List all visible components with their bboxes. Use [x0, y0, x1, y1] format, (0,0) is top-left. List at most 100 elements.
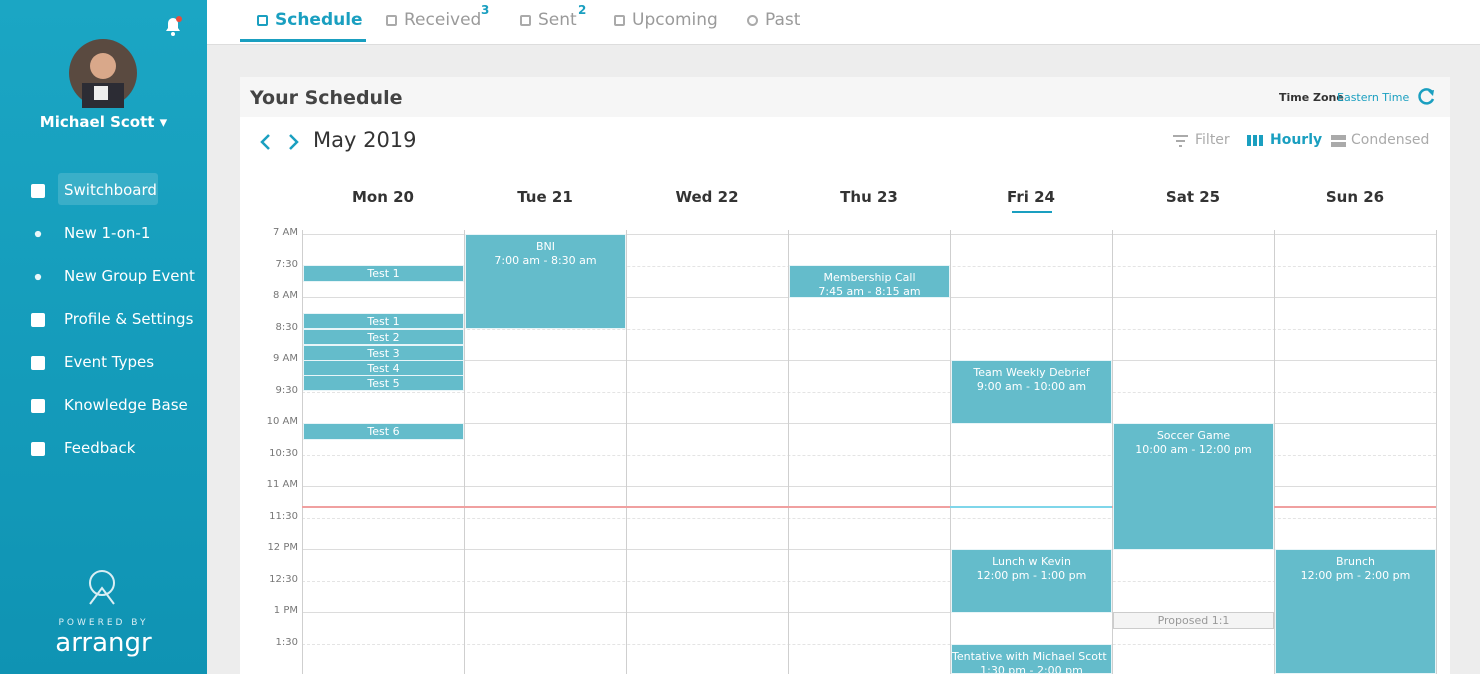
event[interactable]: Brunch 12:00 pm - 2:00 pm [1275, 549, 1436, 674]
time-label: 8 AM [272, 290, 298, 301]
hour-line [302, 612, 1436, 613]
event-title: Membership Call [823, 271, 916, 285]
day-header[interactable]: Tue 21 [517, 188, 573, 206]
event-title: Test 5 [367, 376, 400, 390]
event-title: Test 4 [367, 361, 400, 375]
event-title: Test 2 [367, 330, 400, 344]
hour-line [302, 234, 1436, 235]
event-time: 1:30 pm - 2:00 pm [980, 663, 1083, 674]
menu-item[interactable]: New Group Event [64, 267, 195, 285]
column-line [788, 230, 789, 674]
time-label: 11 AM [266, 479, 298, 490]
menu-item[interactable]: New 1-on-1 [64, 224, 151, 242]
event[interactable]: Test 2 [303, 328, 464, 345]
column-line [1274, 230, 1275, 674]
tab[interactable]: Received [404, 10, 482, 30]
time-label: 1 PM [273, 605, 298, 616]
today-underline [1012, 211, 1052, 213]
notification-bell[interactable] [162, 14, 184, 38]
column-line [1112, 230, 1113, 674]
event[interactable]: Team Weekly Debrief 9:00 am - 10:00 am [951, 360, 1112, 424]
tab-badge: 2 [578, 3, 587, 17]
tab[interactable]: Schedule [275, 10, 363, 30]
day-header[interactable]: Thu 23 [840, 188, 898, 206]
time-label: 1:30 [275, 636, 298, 648]
event[interactable]: Test 1 [303, 265, 464, 283]
user-menu[interactable]: Michael Scott ▾ [39, 113, 168, 131]
event-title: Tentative with Michael Scott (. [952, 649, 1112, 663]
menu-item[interactable]: Knowledge Base [64, 396, 188, 414]
tab[interactable]: Past [765, 10, 801, 30]
event[interactable]: Test 4 [303, 359, 464, 376]
event-time: 7:00 am - 8:30 am [494, 254, 597, 267]
brand-logo [89, 570, 115, 605]
menu-item[interactable]: Profile & Settings [64, 310, 194, 328]
hour-line [302, 486, 1436, 487]
tab[interactable]: Upcoming [632, 10, 718, 30]
refresh-button[interactable] [1415, 86, 1437, 108]
event-title: Test 6 [367, 425, 400, 438]
active-highlight [58, 173, 158, 205]
day-header[interactable]: Wed 22 [675, 188, 739, 206]
time-label: 9 AM [272, 353, 298, 364]
menu-icon [31, 313, 45, 327]
event[interactable]: Test 3 [303, 344, 464, 361]
time-label: 7:30 [275, 258, 298, 270]
month: May 2019 [313, 128, 417, 152]
timezone[interactable]: Eastern Time [1337, 91, 1410, 104]
filter-button[interactable]: Filter [1195, 132, 1230, 148]
event[interactable]: BNI 7:00 am - 8:30 am [465, 234, 626, 329]
day-header[interactable]: Sat 25 [1165, 188, 1221, 206]
tab-icon [386, 15, 397, 26]
column-line [464, 230, 465, 674]
event-title: Brunch [1335, 555, 1376, 568]
column-line [950, 230, 951, 674]
event[interactable]: Test 1 [303, 312, 464, 329]
event-title: Test 3 [367, 346, 400, 360]
menu-icon [34, 230, 42, 238]
event[interactable]: Test 5 [303, 374, 464, 391]
column-line [626, 230, 627, 674]
menu-item[interactable]: Event Types [64, 353, 155, 371]
event[interactable]: Tentative with Michael Scott (. 1:30 pm -… [951, 643, 1112, 674]
day-header[interactable]: Sun 26 [1325, 188, 1385, 206]
tab-underline [240, 39, 366, 42]
event-time: 10:00 am - 12:00 pm [1135, 443, 1252, 456]
column-line [302, 230, 303, 674]
menu-item[interactable]: Feedback [64, 439, 136, 457]
month-nav[interactable] [256, 132, 304, 152]
hourly-view[interactable]: Hourly [1270, 132, 1323, 148]
half-hour-line [302, 328, 1436, 330]
tab[interactable]: Sent [538, 10, 577, 30]
event-title: Proposed 1:1 [1157, 613, 1230, 627]
event-title: Test 1 [367, 314, 400, 328]
time-label: 11:30 [269, 510, 298, 522]
event[interactable]: Soccer Game 10:00 am - 12:00 pm [1113, 423, 1274, 550]
day-header[interactable]: Mon 20 [351, 188, 414, 206]
avatar[interactable] [68, 38, 138, 108]
event[interactable]: Lunch w Kevin 12:00 pm - 1:00 pm [951, 549, 1112, 613]
event[interactable]: Test 6 [303, 423, 464, 440]
condensed-view[interactable]: Condensed [1351, 132, 1430, 148]
event-time: 7:45 am - 8:15 am [818, 285, 921, 299]
time-label: 8:30 [275, 321, 298, 333]
schedule-title: Your Schedule [250, 87, 403, 109]
tab-badge: 3 [481, 3, 490, 17]
event[interactable]: Membership Call 7:45 am - 8:15 am [789, 265, 950, 299]
menu-item[interactable]: Switchboard [64, 181, 157, 199]
tab-icon [614, 15, 625, 26]
day-header[interactable]: Fri 24 [1007, 188, 1055, 206]
powered-by: POWERED BY [58, 618, 149, 628]
event[interactable]: Proposed 1:1 [1113, 611, 1274, 629]
sidebar: Michael Scott ▾ Switchboard New 1-on-1 New… [0, 0, 207, 674]
event-title: Soccer Game [1156, 429, 1231, 442]
hour-line [302, 549, 1436, 550]
time-label: 9:30 [275, 384, 298, 396]
view-icons [1173, 135, 1346, 147]
menu-icon [31, 399, 45, 413]
current-time-line [302, 506, 1436, 508]
time-label: 7 AM [272, 227, 298, 238]
time-label: 12 PM [267, 542, 298, 553]
time-label: 10:30 [269, 447, 298, 459]
